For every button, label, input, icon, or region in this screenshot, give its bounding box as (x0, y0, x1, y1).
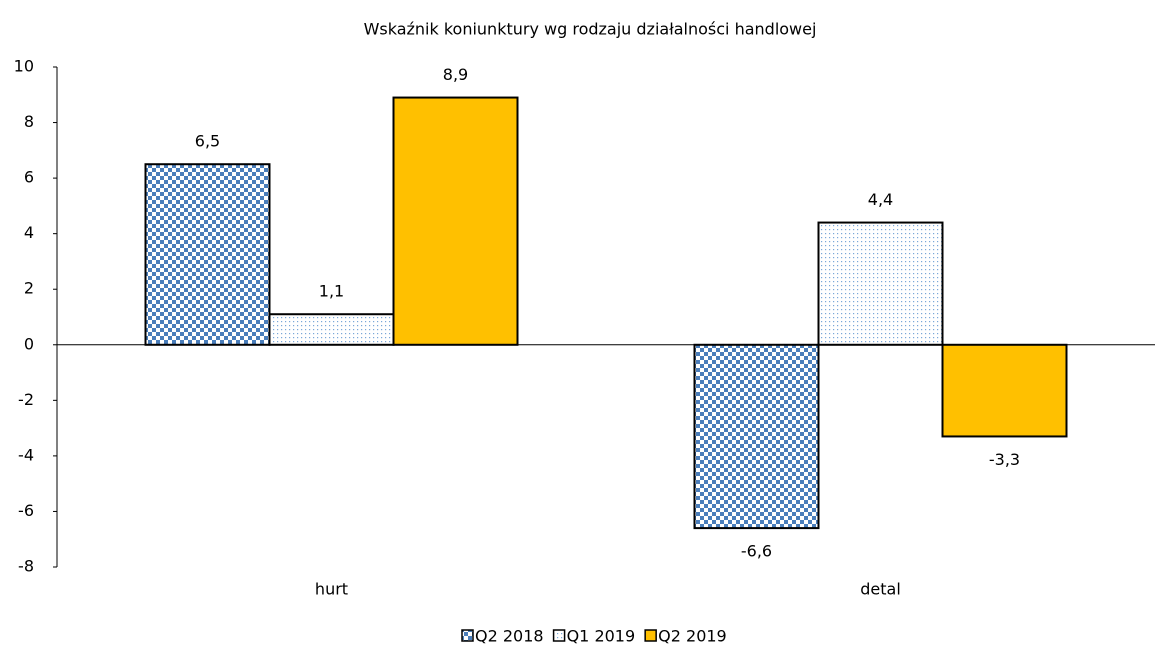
bar (941, 343, 1068, 438)
value-label: 8,9 (443, 65, 468, 84)
legend-swatch (552, 629, 566, 642)
legend-swatch (461, 629, 474, 642)
y-tick-label: 0 (24, 334, 34, 353)
value-label: -3,3 (989, 450, 1020, 469)
value-label: 4,4 (868, 190, 893, 209)
bar (268, 313, 395, 346)
y-tick-label: -4 (18, 445, 34, 464)
bar (817, 221, 944, 346)
chart-title: Wskaźnik koniunktury wg rodzaju działaln… (364, 20, 817, 39)
value-label: 6,5 (195, 132, 220, 151)
bar (392, 96, 519, 346)
value-label: 1,1 (319, 282, 344, 301)
legend-label: Q2 2019 (658, 627, 727, 646)
y-tick-label: -8 (18, 557, 34, 576)
legend-label: Q2 2018 (475, 627, 544, 646)
legend-swatch (644, 629, 657, 642)
y-tick-label: 2 (24, 279, 34, 298)
legend-label: Q1 2019 (567, 627, 636, 646)
y-tick-label: -2 (18, 390, 34, 409)
y-tick-label: -6 (18, 501, 34, 520)
bar (693, 343, 820, 530)
y-tick-label: 10 (14, 57, 34, 76)
value-label: -6,6 (741, 542, 772, 561)
x-tick-label: detal (860, 580, 901, 599)
x-tick-label: hurt (315, 580, 348, 599)
bar (144, 163, 271, 346)
y-tick-label: 6 (24, 168, 34, 187)
y-tick-label: 8 (24, 112, 34, 131)
y-tick-label: 4 (24, 223, 34, 242)
